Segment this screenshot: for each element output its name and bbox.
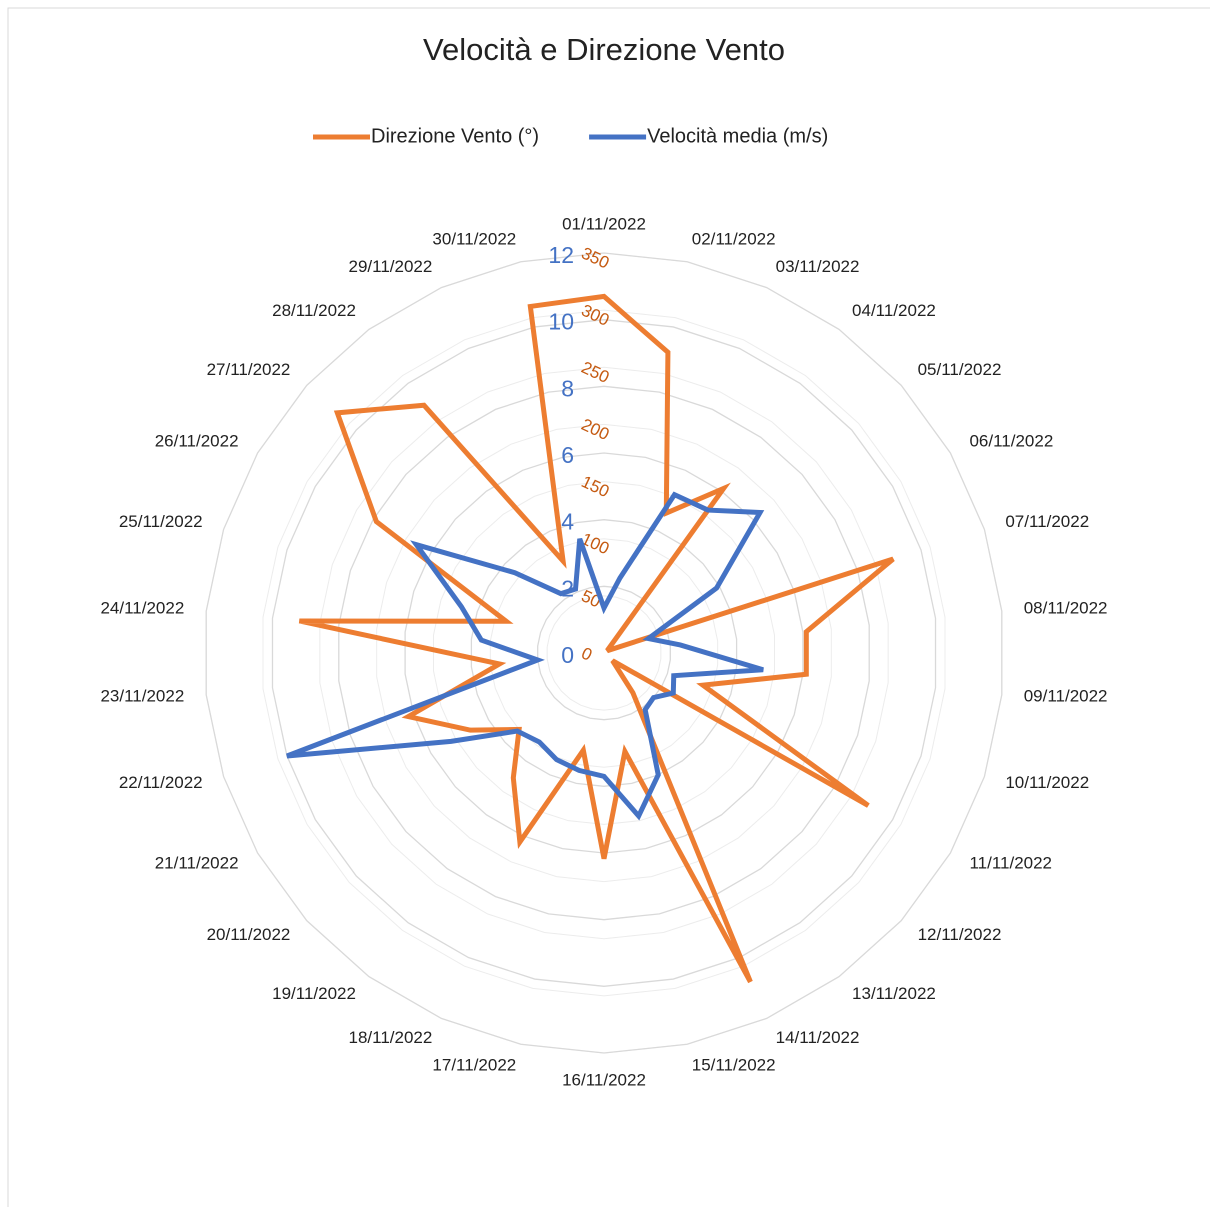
category-label: 11/11/2022 <box>969 853 1052 872</box>
category-label: 16/11/2022 <box>562 1070 646 1089</box>
category-label: 22/11/2022 <box>119 773 203 792</box>
category-label: 20/11/2022 <box>207 925 291 944</box>
y2-tick-label: 10 <box>548 309 574 335</box>
category-label: 21/11/2022 <box>155 853 239 872</box>
legend-label: Direzione Vento (°) <box>371 125 539 147</box>
category-label: 27/11/2022 <box>207 360 291 379</box>
category-label: 19/11/2022 <box>272 984 356 1003</box>
y2-tick-label: 6 <box>561 442 574 468</box>
category-label: 04/11/2022 <box>852 301 936 320</box>
category-label: 25/11/2022 <box>119 512 203 531</box>
y2-tick-label: 4 <box>561 509 574 535</box>
category-label: 10/11/2022 <box>1005 773 1089 792</box>
category-label: 14/11/2022 <box>776 1028 860 1047</box>
y-tick-label: 300 <box>578 301 612 330</box>
series-line <box>298 293 895 984</box>
category-label: 03/11/2022 <box>776 257 860 276</box>
grid-ring <box>205 252 1003 1054</box>
series-line <box>286 491 765 821</box>
category-label: 07/11/2022 <box>1005 512 1089 531</box>
grid-ring <box>376 423 832 883</box>
grid-ring <box>271 319 937 987</box>
y-tick-label: 150 <box>578 472 612 501</box>
category-label: 12/11/2022 <box>918 925 1002 944</box>
y-tick-label: 200 <box>578 415 612 444</box>
y2-tick-label: 8 <box>561 375 574 401</box>
grid-ring <box>319 366 889 940</box>
category-label: 02/11/2022 <box>692 230 776 249</box>
y2-tick-label: 0 <box>561 642 574 668</box>
category-label: 13/11/2022 <box>852 984 936 1003</box>
category-label: 15/11/2022 <box>692 1055 776 1074</box>
category-label: 30/11/2022 <box>432 230 516 249</box>
category-label: 28/11/2022 <box>272 301 356 320</box>
category-label: 18/11/2022 <box>349 1028 433 1047</box>
grid-ring <box>262 309 946 997</box>
category-label: 24/11/2022 <box>100 598 184 617</box>
category-label: 09/11/2022 <box>1024 687 1108 706</box>
category-label: 08/11/2022 <box>1024 598 1108 617</box>
y-tick-label: 250 <box>578 358 612 387</box>
grid-ring <box>537 585 671 721</box>
category-label: 01/11/2022 <box>562 214 646 233</box>
legend-label: Velocità media (m/s) <box>647 125 828 147</box>
y2-tick-label: 12 <box>548 242 574 268</box>
category-label: 05/11/2022 <box>918 360 1002 379</box>
category-label: 17/11/2022 <box>432 1055 516 1074</box>
grid-ring <box>433 481 775 825</box>
chart-title: Velocità e Direzione Vento <box>423 32 785 67</box>
category-label: 26/11/2022 <box>155 431 239 450</box>
y-tick-label: 0 <box>578 643 595 664</box>
grid-ring <box>338 385 870 921</box>
grid-ring <box>546 595 662 711</box>
category-label: 29/11/2022 <box>349 257 433 276</box>
y-tick-label: 350 <box>578 243 612 272</box>
category-label: 23/11/2022 <box>100 687 184 706</box>
chart-frame <box>7 7 1210 1207</box>
category-label: 06/11/2022 <box>969 431 1053 450</box>
